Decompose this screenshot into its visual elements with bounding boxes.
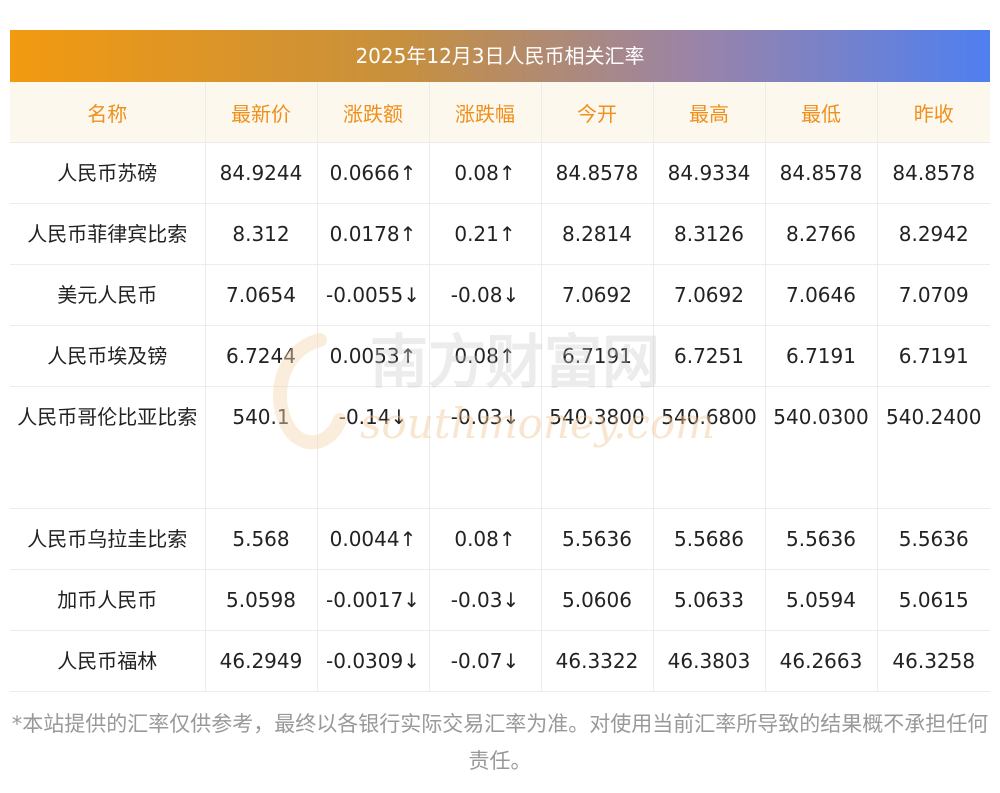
prev-close: 540.2400: [877, 386, 990, 509]
table-row: 人民币乌拉圭比索 5.568 0.0044↑ 0.08↑ 5.5636 5.56…: [10, 508, 990, 570]
high-price: 5.0633: [653, 569, 766, 631]
currency-name: 人民币苏磅: [10, 142, 206, 204]
open-price: 5.0606: [541, 569, 654, 631]
change-amount: -0.0017↓: [317, 569, 430, 631]
open-price: 8.2814: [541, 203, 654, 265]
high-price: 7.0692: [653, 264, 766, 326]
high-price: 540.6800: [653, 386, 766, 509]
open-price: 6.7191: [541, 325, 654, 387]
high-price: 8.3126: [653, 203, 766, 265]
currency-name: 加币人民币: [10, 569, 206, 631]
high-price: 84.9334: [653, 142, 766, 204]
change-percent: -0.03↓: [429, 386, 542, 509]
change-amount: -0.0055↓: [317, 264, 430, 326]
change-amount: -0.14↓: [317, 386, 430, 509]
column-header-name: 名称: [10, 82, 206, 143]
prev-close: 5.0615: [877, 569, 990, 631]
open-price: 84.8578: [541, 142, 654, 204]
open-price: 46.3322: [541, 630, 654, 692]
latest-price: 46.2949: [205, 630, 318, 692]
low-price: 5.0594: [765, 569, 878, 631]
change-percent: 0.08↑: [429, 142, 542, 204]
latest-price: 5.0598: [205, 569, 318, 631]
high-price: 6.7251: [653, 325, 766, 387]
change-percent: 0.08↑: [429, 508, 542, 570]
prev-close: 46.3258: [877, 630, 990, 692]
table-row: 人民币埃及镑 6.7244 0.0053↑ 0.08↑ 6.7191 6.725…: [10, 325, 990, 387]
low-price: 8.2766: [765, 203, 878, 265]
change-amount: -0.0309↓: [317, 630, 430, 692]
currency-name: 人民币埃及镑: [10, 325, 206, 387]
page-title: 2025年12月3日人民币相关汇率: [10, 30, 990, 82]
disclaimer-text: *本站提供的汇率仅供参考，最终以各银行实际交易汇率为准。对使用当前汇率所导致的结…: [11, 712, 989, 773]
change-percent: -0.08↓: [429, 264, 542, 326]
prev-close: 8.2942: [877, 203, 990, 265]
table-header-row: 名称 最新价 涨跌额 涨跌幅 今开 最高 最低 昨收: [10, 82, 990, 143]
column-header-open: 今开: [541, 82, 654, 143]
low-price: 6.7191: [765, 325, 878, 387]
currency-name: 人民币福林: [10, 630, 206, 692]
latest-price: 8.312: [205, 203, 318, 265]
column-header-high: 最高: [653, 82, 766, 143]
low-price: 7.0646: [765, 264, 878, 326]
column-header-change: 涨跌额: [317, 82, 430, 143]
low-price: 540.0300: [765, 386, 878, 509]
latest-price: 540.1: [205, 386, 318, 509]
latest-price: 6.7244: [205, 325, 318, 387]
change-amount: 0.0044↑: [317, 508, 430, 570]
column-header-change-pct: 涨跌幅: [429, 82, 542, 143]
table-row: 美元人民币 7.0654 -0.0055↓ -0.08↓ 7.0692 7.06…: [10, 264, 990, 326]
change-amount: 0.0178↑: [317, 203, 430, 265]
change-amount: 0.0053↑: [317, 325, 430, 387]
currency-name: 人民币乌拉圭比索: [10, 508, 206, 570]
open-price: 7.0692: [541, 264, 654, 326]
column-header-low: 最低: [765, 82, 878, 143]
latest-price: 84.9244: [205, 142, 318, 204]
table-row: 人民币菲律宾比索 8.312 0.0178↑ 0.21↑ 8.2814 8.31…: [10, 203, 990, 265]
change-percent: 0.21↑: [429, 203, 542, 265]
column-header-latest: 最新价: [205, 82, 318, 143]
high-price: 5.5686: [653, 508, 766, 570]
table-row: 加币人民币 5.0598 -0.0017↓ -0.03↓ 5.0606 5.06…: [10, 569, 990, 631]
open-price: 5.5636: [541, 508, 654, 570]
table-row: 人民币苏磅 84.9244 0.0666↑ 0.08↑ 84.8578 84.9…: [10, 142, 990, 204]
currency-name: 人民币哥伦比亚比索: [10, 386, 206, 509]
change-percent: -0.07↓: [429, 630, 542, 692]
prev-close: 84.8578: [877, 142, 990, 204]
low-price: 5.5636: [765, 508, 878, 570]
high-price: 46.3803: [653, 630, 766, 692]
exchange-rate-table: 名称 最新价 涨跌额 涨跌幅 今开 最高 最低 昨收 人民币苏磅 84.9244…: [10, 82, 990, 692]
open-price: 540.3800: [541, 386, 654, 509]
currency-name: 人民币菲律宾比索: [10, 203, 206, 265]
change-percent: 0.08↑: [429, 325, 542, 387]
prev-close: 5.5636: [877, 508, 990, 570]
low-price: 46.2663: [765, 630, 878, 692]
column-header-prev-close: 昨收: [877, 82, 990, 143]
change-percent: -0.03↓: [429, 569, 542, 631]
latest-price: 5.568: [205, 508, 318, 570]
currency-name: 美元人民币: [10, 264, 206, 326]
latest-price: 7.0654: [205, 264, 318, 326]
low-price: 84.8578: [765, 142, 878, 204]
table-row: 人民币福林 46.2949 -0.0309↓ -0.07↓ 46.3322 46…: [10, 630, 990, 692]
prev-close: 7.0709: [877, 264, 990, 326]
prev-close: 6.7191: [877, 325, 990, 387]
change-amount: 0.0666↑: [317, 142, 430, 204]
table-row: 人民币哥伦比亚比索 540.1 -0.14↓ -0.03↓ 540.3800 5…: [10, 386, 990, 509]
